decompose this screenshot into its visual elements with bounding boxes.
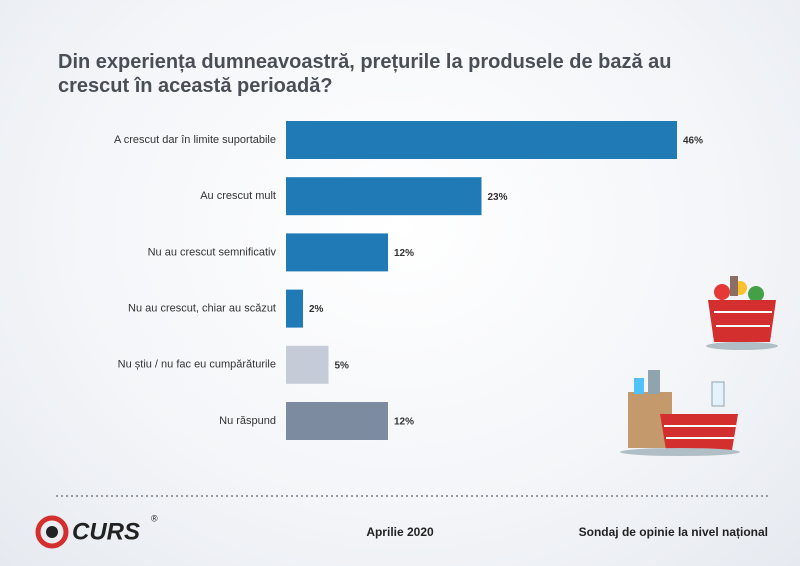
value-label: 5% [335, 360, 350, 371]
category-label: Nu știu / nu fac eu cumpărăturile [118, 359, 276, 371]
bar [286, 121, 677, 159]
bar [286, 345, 329, 384]
bar [286, 177, 482, 216]
value-label: 2% [309, 304, 324, 315]
bag-illustration [620, 370, 740, 456]
chart-title: Din experiența dumneavoastră, prețurile … [58, 51, 672, 97]
value-label: 23% [488, 192, 508, 203]
bar [286, 233, 388, 272]
value-label: 12% [394, 417, 414, 428]
category-label: Au crescut mult [200, 190, 276, 202]
basket-illustration [706, 276, 778, 350]
bar [286, 402, 388, 440]
category-label: Nu au crescut semnificativ [148, 246, 277, 258]
registered-mark: ® [151, 513, 158, 523]
category-label: A crescut dar în limite suportabile [114, 134, 276, 146]
category-label: Nu au crescut, chiar au scăzut [128, 303, 276, 315]
logo: CURS ® [35, 513, 158, 549]
value-label: 46% [683, 136, 703, 147]
footer-note: Sondaj de opinie la nivel național [579, 525, 768, 539]
value-label: 12% [394, 248, 414, 259]
footer-date: Aprilie 2020 [366, 525, 434, 539]
bar [286, 289, 303, 328]
category-label: Nu răspund [219, 415, 276, 427]
logo-text: CURS [72, 518, 140, 545]
